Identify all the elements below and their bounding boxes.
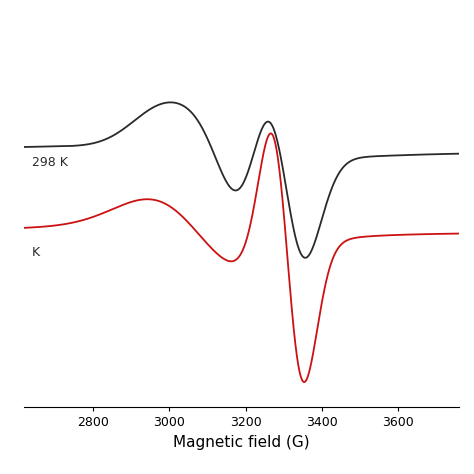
Text: K: K bbox=[32, 246, 40, 259]
X-axis label: Magnetic field (G): Magnetic field (G) bbox=[173, 435, 310, 449]
Text: 298 K: 298 K bbox=[32, 156, 68, 169]
